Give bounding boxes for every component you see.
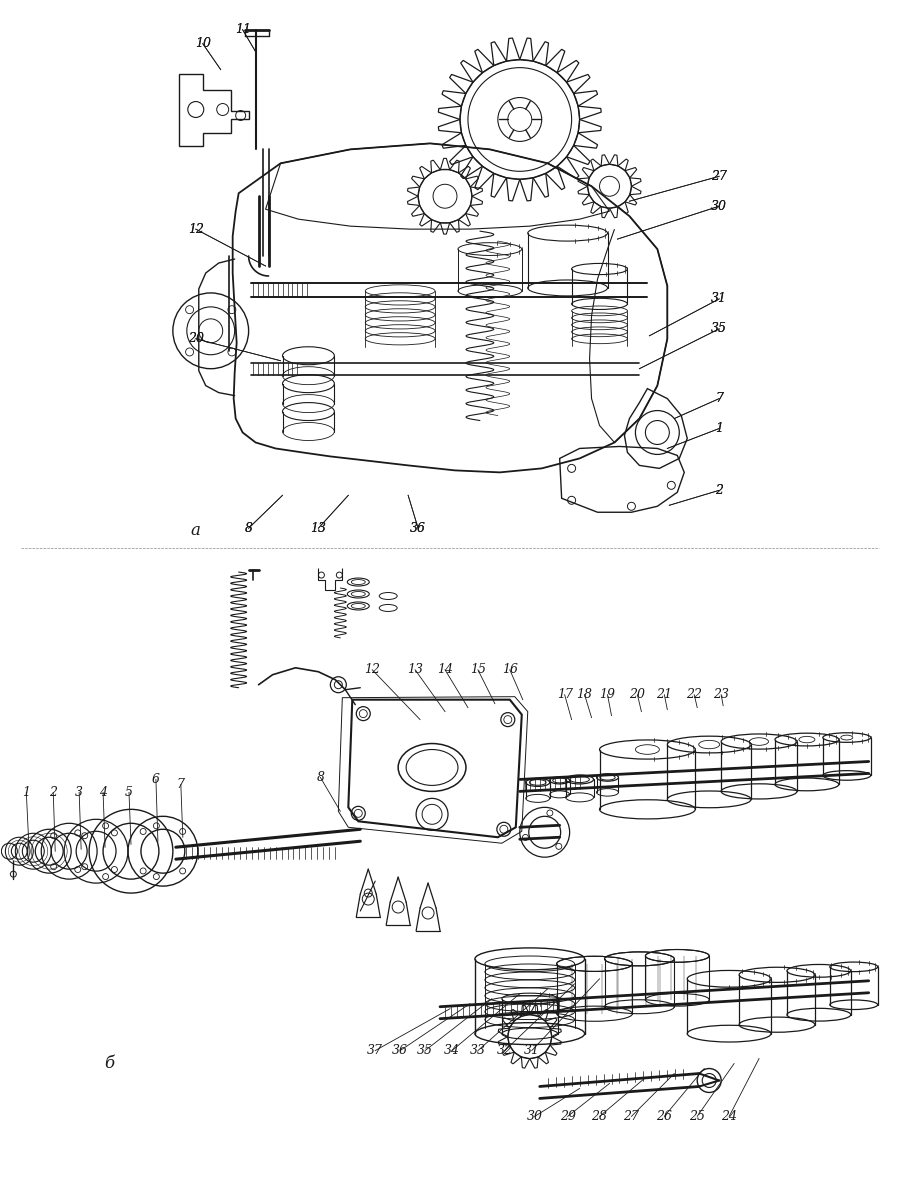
Text: 37: 37 [367, 1044, 383, 1057]
Text: 32: 32 [497, 1044, 513, 1057]
Text: б: б [104, 1055, 114, 1072]
Text: 1: 1 [716, 422, 724, 435]
Text: 18: 18 [577, 688, 592, 702]
Text: 34: 34 [444, 1044, 460, 1057]
Text: 20: 20 [188, 332, 203, 345]
Text: 20: 20 [629, 688, 645, 702]
Text: 25: 25 [689, 1109, 706, 1122]
Text: 33: 33 [470, 1044, 486, 1057]
Text: 17: 17 [556, 688, 572, 702]
Text: 2: 2 [50, 786, 58, 799]
Text: 5: 5 [125, 786, 133, 799]
Text: 27: 27 [624, 1109, 639, 1122]
Text: 6: 6 [152, 773, 160, 786]
Text: 30: 30 [526, 1109, 543, 1122]
Text: 3: 3 [75, 786, 83, 799]
Text: 36: 36 [410, 522, 426, 535]
Text: а: а [191, 522, 201, 539]
Text: 12: 12 [188, 222, 203, 235]
Text: 22: 22 [686, 688, 702, 702]
Text: 12: 12 [364, 663, 380, 677]
Text: 29: 29 [560, 1109, 576, 1122]
Text: 28: 28 [591, 1109, 608, 1122]
Text: 35: 35 [711, 322, 727, 335]
Text: 8: 8 [245, 522, 253, 535]
Text: 13: 13 [310, 522, 327, 535]
Text: 24: 24 [721, 1109, 737, 1122]
Text: 20: 20 [188, 332, 203, 345]
Text: 8: 8 [317, 770, 324, 784]
Text: 10: 10 [194, 37, 211, 50]
Text: 35: 35 [417, 1044, 433, 1057]
Text: 21: 21 [656, 688, 672, 702]
Text: 26: 26 [656, 1109, 672, 1122]
Text: 35: 35 [711, 322, 727, 335]
Text: 7: 7 [716, 392, 724, 405]
Text: 4: 4 [99, 786, 107, 799]
Text: 31: 31 [711, 292, 727, 306]
Text: 15: 15 [470, 663, 486, 677]
Text: 16: 16 [502, 663, 518, 677]
Text: 13: 13 [310, 522, 327, 535]
Text: 12: 12 [188, 222, 203, 235]
Text: 19: 19 [599, 688, 616, 702]
Text: 27: 27 [711, 170, 727, 183]
Text: 30: 30 [711, 200, 727, 213]
Text: 11: 11 [235, 24, 250, 36]
Text: 31: 31 [711, 292, 727, 306]
Text: 30: 30 [711, 200, 727, 213]
Text: 7: 7 [716, 392, 724, 405]
Text: 27: 27 [711, 170, 727, 183]
Text: 31: 31 [524, 1044, 540, 1057]
Text: 13: 13 [407, 663, 423, 677]
Text: 1: 1 [716, 422, 724, 435]
Text: 14: 14 [437, 663, 453, 677]
Text: 7: 7 [176, 778, 184, 791]
Text: 8: 8 [245, 522, 253, 535]
Text: 11: 11 [235, 24, 250, 36]
Text: 10: 10 [194, 37, 211, 50]
Text: 36: 36 [410, 522, 426, 535]
Text: 36: 36 [392, 1044, 409, 1057]
Text: 2: 2 [716, 484, 724, 497]
Text: 2: 2 [716, 484, 724, 497]
Text: 23: 23 [713, 688, 729, 702]
Text: 1: 1 [22, 786, 31, 799]
